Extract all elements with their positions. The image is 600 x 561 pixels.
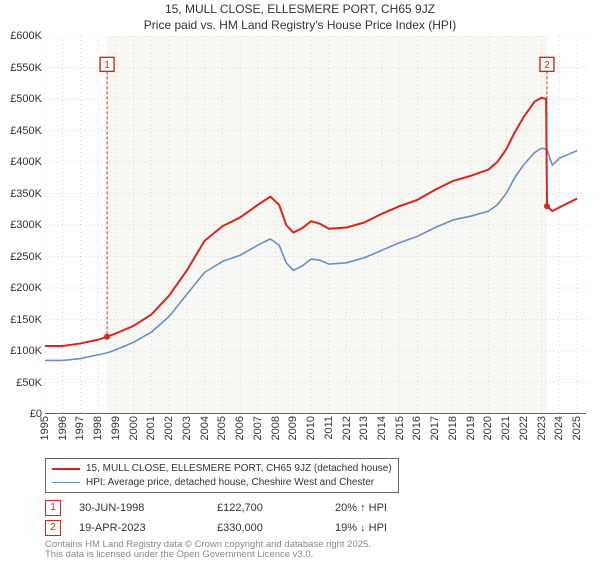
marker-number-box: 1 — [45, 500, 61, 516]
x-tick-label: 2025 — [571, 416, 583, 440]
y-tick-label: £400K — [10, 156, 42, 168]
y-tick-label: £450K — [10, 125, 42, 137]
x-tick-label: 2014 — [376, 416, 388, 440]
x-tick-label: 2017 — [429, 416, 441, 440]
sale-markers-table: 1 30-JUN-1998 £122,700 20% ↑ HPI 2 19-APR-202… — [45, 498, 455, 538]
x-tick-label: 2012 — [341, 416, 353, 440]
marker-delta: 19% ↓ HPI — [335, 522, 455, 534]
x-tick-label: 2007 — [252, 416, 264, 440]
y-tick-label: £550K — [10, 62, 42, 74]
x-tick-label: 1998 — [92, 416, 104, 440]
footnote-line1: Contains HM Land Registry data © Crown c… — [45, 539, 371, 550]
marker-delta: 20% ↑ HPI — [335, 502, 455, 514]
x-tick-label: 2020 — [482, 416, 494, 440]
x-tick-label: 2010 — [305, 416, 317, 440]
y-tick-label: £100K — [10, 345, 42, 357]
y-tick-label: £250K — [10, 251, 42, 263]
marker-price: £330,000 — [217, 522, 317, 534]
x-tick-label: 1997 — [74, 416, 86, 440]
x-tick-label: 2003 — [181, 416, 193, 440]
footnote-line2: This data is licensed under the Open Gov… — [45, 549, 313, 560]
legend: 15, MULL CLOSE, ELLESMERE PORT, CH65 9JZ… — [45, 458, 399, 493]
x-tick-label: 1999 — [110, 416, 122, 440]
sale-marker-row: 2 19-APR-2023 £330,000 19% ↓ HPI — [45, 518, 455, 538]
svg-text:2: 2 — [544, 60, 550, 71]
y-tick-label: £150K — [10, 314, 42, 326]
marker-date: 19-APR-2023 — [79, 522, 199, 534]
y-axis-ticks: £0£50K£100K£150K£200K£250K£300K£350K£400… — [0, 36, 44, 414]
x-tick-label: 2018 — [447, 416, 459, 440]
x-tick-label: 2016 — [411, 416, 423, 440]
x-tick-label: 1995 — [39, 416, 51, 440]
x-axis-ticks: 1995199619971998199920002001200220032004… — [45, 414, 586, 456]
legend-item-hpi: HPI: Average price, detached house, Ches… — [52, 476, 392, 490]
chart-container: 15, MULL CLOSE, ELLESMERE PORT, CH65 9JZ… — [0, 0, 600, 560]
x-tick-label: 2008 — [270, 416, 282, 440]
x-tick-label: 2011 — [323, 416, 335, 440]
x-tick-label: 2005 — [216, 416, 228, 440]
y-tick-label: £300K — [10, 219, 42, 231]
x-tick-label: 1996 — [57, 416, 69, 440]
x-tick-label: 2004 — [199, 416, 211, 440]
chart-svg: 12 — [45, 36, 586, 414]
y-tick-label: £200K — [10, 282, 42, 294]
legend-swatch-hpi — [52, 482, 80, 483]
legend-swatch-price-paid — [52, 468, 80, 470]
marker-date: 30-JUN-1998 — [79, 502, 199, 514]
x-tick-label: 2000 — [128, 416, 140, 440]
plot-area: 12 — [45, 36, 586, 414]
x-tick-label: 2009 — [287, 416, 299, 440]
legend-item-price-paid: 15, MULL CLOSE, ELLESMERE PORT, CH65 9JZ… — [52, 462, 392, 476]
x-tick-label: 2021 — [500, 416, 512, 440]
chart-title-line1: 15, MULL CLOSE, ELLESMERE PORT, CH65 9JZ — [0, 0, 600, 18]
marker-price: £122,700 — [217, 502, 317, 514]
y-tick-label: £350K — [10, 188, 42, 200]
legend-label-price-paid: 15, MULL CLOSE, ELLESMERE PORT, CH65 9JZ… — [86, 462, 392, 476]
svg-text:1: 1 — [104, 60, 110, 71]
x-tick-label: 2019 — [465, 416, 477, 440]
legend-label-hpi: HPI: Average price, detached house, Ches… — [86, 476, 374, 490]
sale-marker-row: 1 30-JUN-1998 £122,700 20% ↑ HPI — [45, 498, 455, 518]
x-tick-label: 2006 — [234, 416, 246, 440]
x-tick-label: 2022 — [518, 416, 530, 440]
y-tick-label: £600K — [10, 30, 42, 42]
x-tick-label: 2015 — [394, 416, 406, 440]
marker-number-box: 2 — [45, 520, 61, 536]
x-tick-label: 2013 — [358, 416, 370, 440]
chart-title-line2: Price paid vs. HM Land Registry's House … — [0, 18, 600, 36]
x-tick-label: 2024 — [553, 416, 565, 440]
y-tick-label: £50K — [16, 377, 42, 389]
footnote: Contains HM Land Registry data © Crown c… — [45, 540, 371, 561]
y-tick-label: £500K — [10, 93, 42, 105]
x-tick-label: 2002 — [163, 416, 175, 440]
x-tick-label: 2001 — [145, 416, 157, 440]
x-tick-label: 2023 — [536, 416, 548, 440]
